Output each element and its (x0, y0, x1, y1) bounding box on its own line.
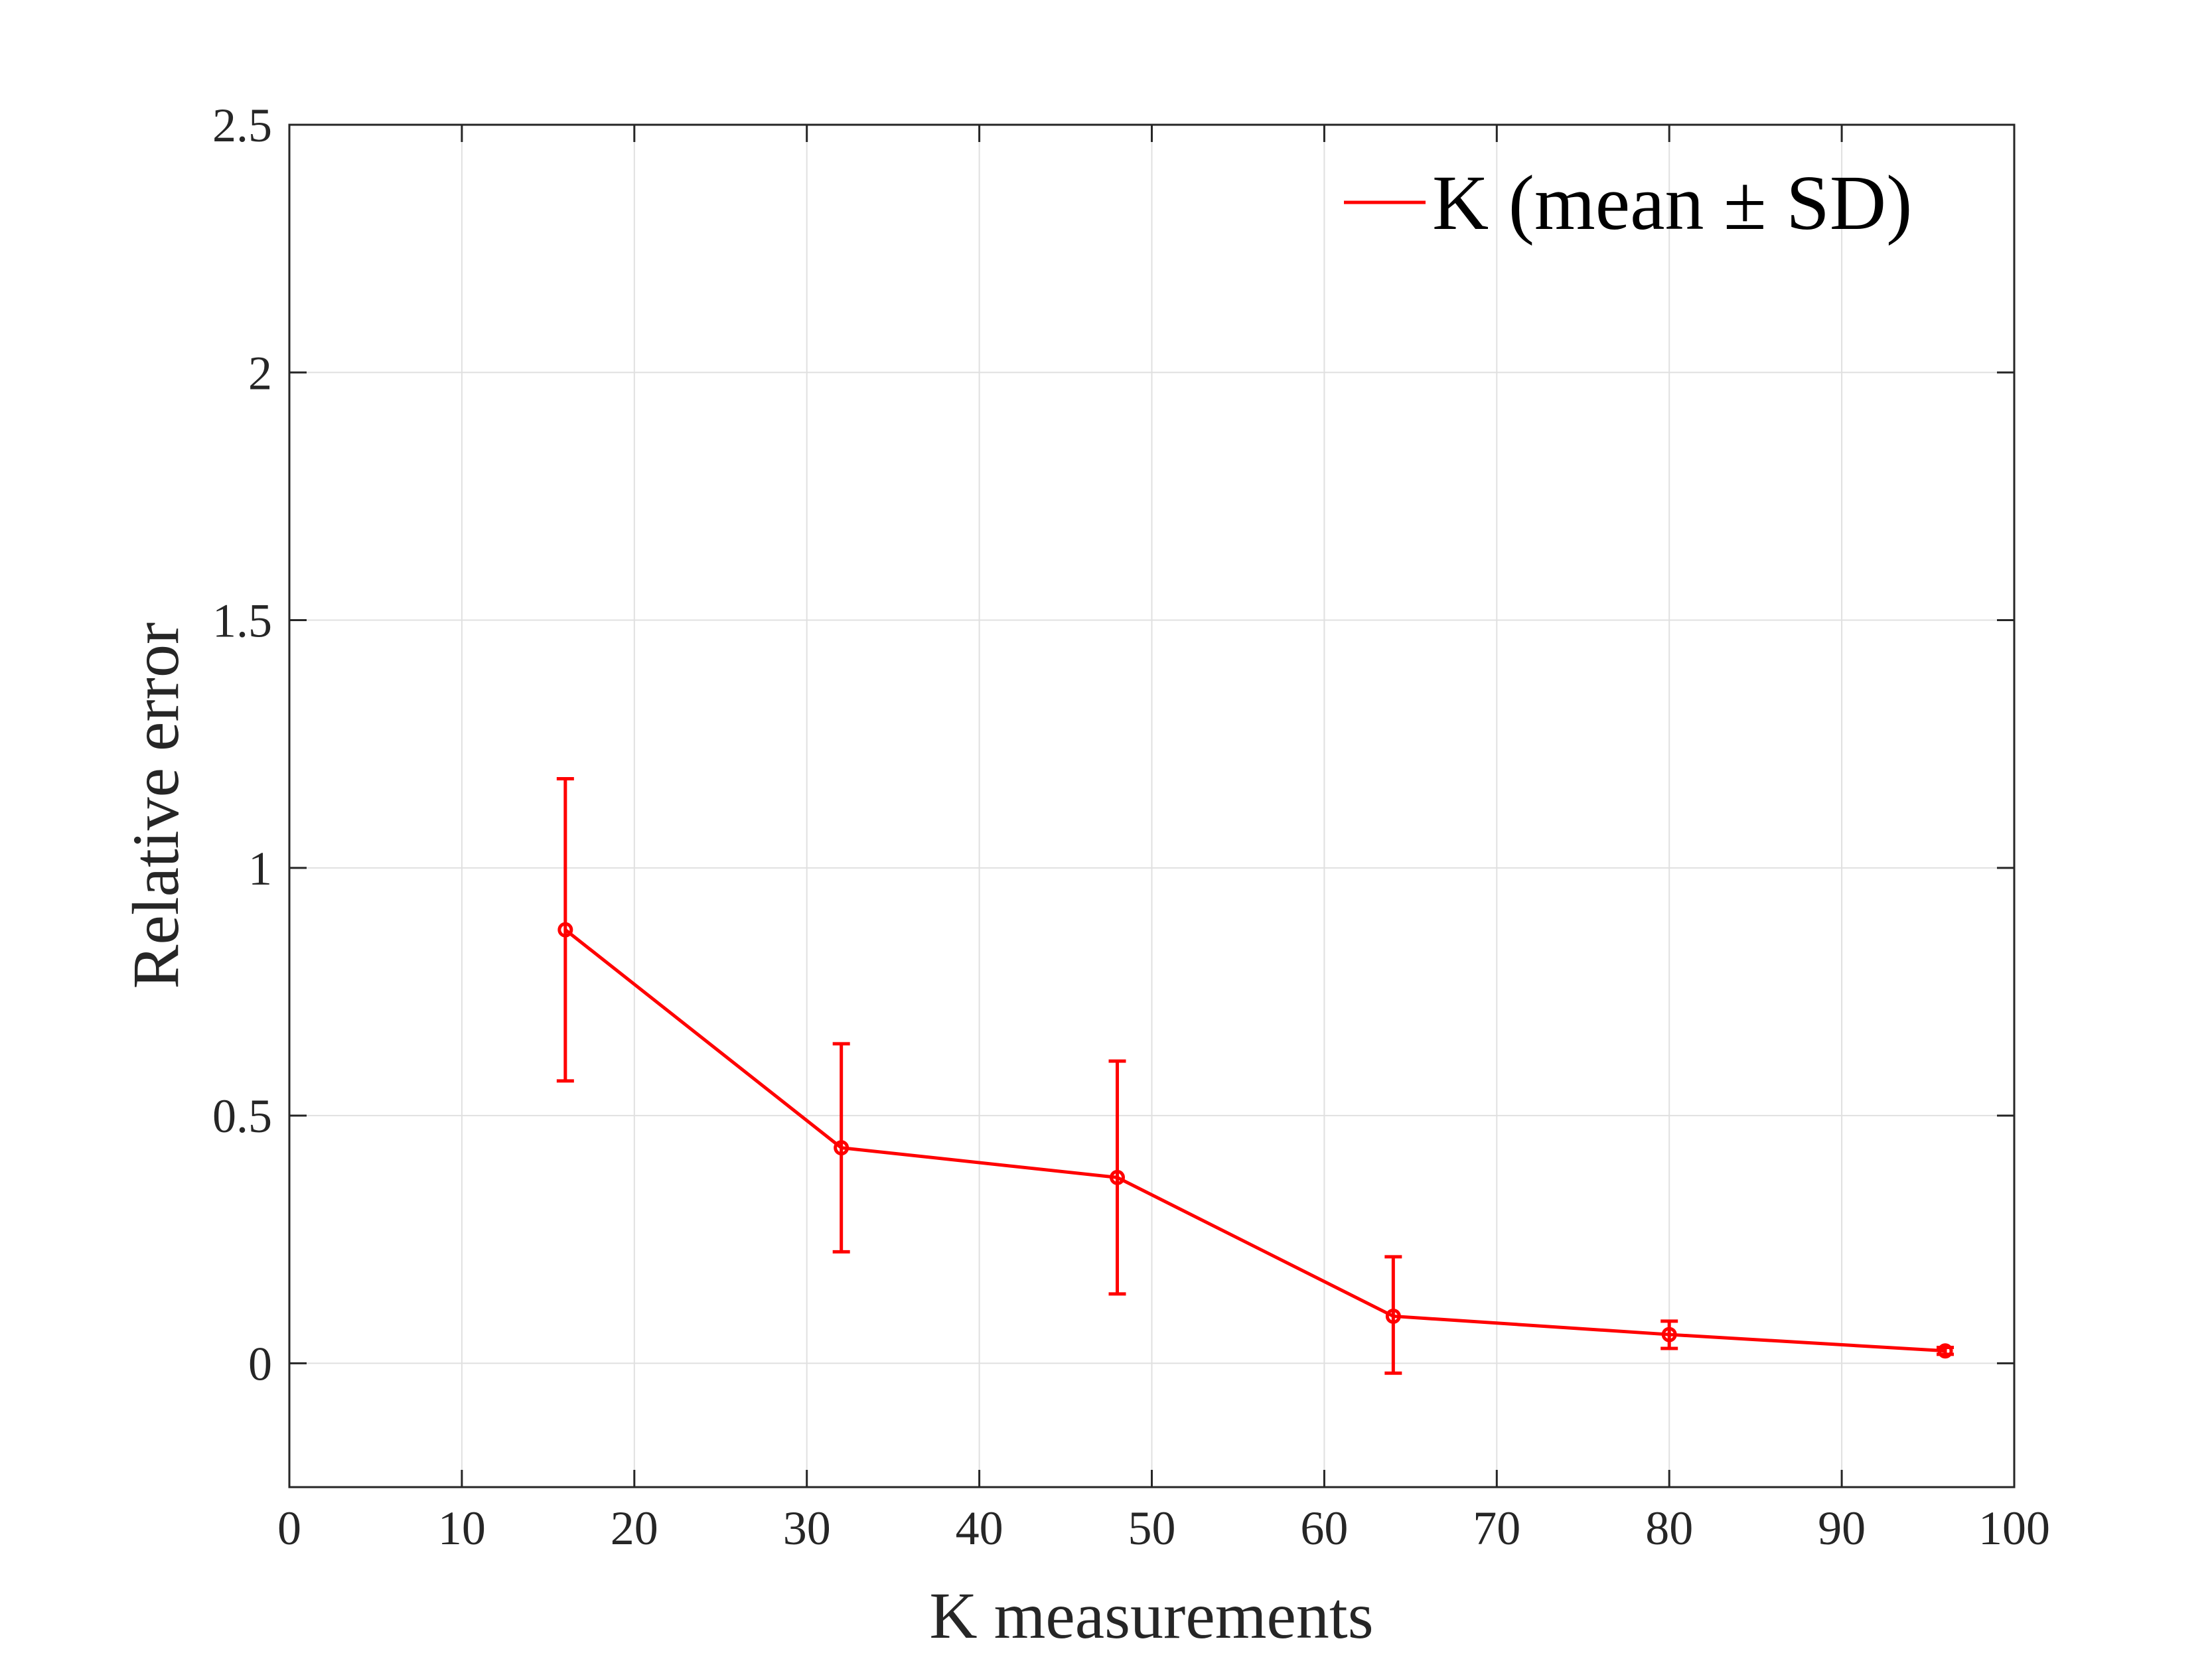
y-tick-label-4: 2 (248, 346, 272, 399)
x-tick-label-7: 70 (1473, 1502, 1520, 1555)
x-tick-label-2: 20 (611, 1502, 658, 1555)
legend: K (mean ± SD) (1344, 159, 1912, 246)
data-point-4 (1661, 1327, 1677, 1342)
y-tick-label-3: 1.5 (212, 595, 272, 648)
x-tick-label-8: 80 (1645, 1502, 1693, 1555)
x-tick-label-9: 90 (1818, 1502, 1866, 1555)
x-tick-label-4: 40 (956, 1502, 1003, 1555)
data-point-1 (834, 1140, 849, 1156)
x-tick-label-5: 50 (1128, 1502, 1176, 1555)
data-point-5 (1937, 1343, 1953, 1359)
series-line-0 (564, 928, 1946, 1353)
data-point-3 (1385, 1308, 1401, 1324)
y-tick-label-2: 1 (248, 842, 272, 895)
x-tick-labels: 0 10 20 30 40 50 60 70 80 90 100 (277, 1502, 2050, 1555)
y-tick-labels: 0 0.5 1 1.5 2 2.5 (212, 99, 272, 1390)
y-tick-label-5: 2.5 (212, 99, 272, 152)
y-axis-title: Relative error (119, 622, 192, 989)
axis-ticks (288, 123, 2016, 1487)
data-point-2 (1110, 1169, 1126, 1185)
x-tick-label-1: 10 (438, 1502, 486, 1555)
data-points (557, 922, 1953, 1359)
x-tick-label-10: 100 (1978, 1502, 2050, 1555)
x-tick-label-6: 60 (1300, 1502, 1348, 1555)
y-tick-label-0: 0 (248, 1337, 272, 1390)
x-axis-title: K measurements (929, 1579, 1373, 1652)
x-tick-label-3: 30 (783, 1502, 831, 1555)
x-tick-label-0: 0 (277, 1502, 301, 1555)
series-lines (564, 928, 1946, 1353)
data-point-0 (557, 922, 573, 938)
y-tick-label-1: 0.5 (212, 1090, 272, 1143)
legend-label: K (mean ± SD) (1432, 159, 1912, 246)
